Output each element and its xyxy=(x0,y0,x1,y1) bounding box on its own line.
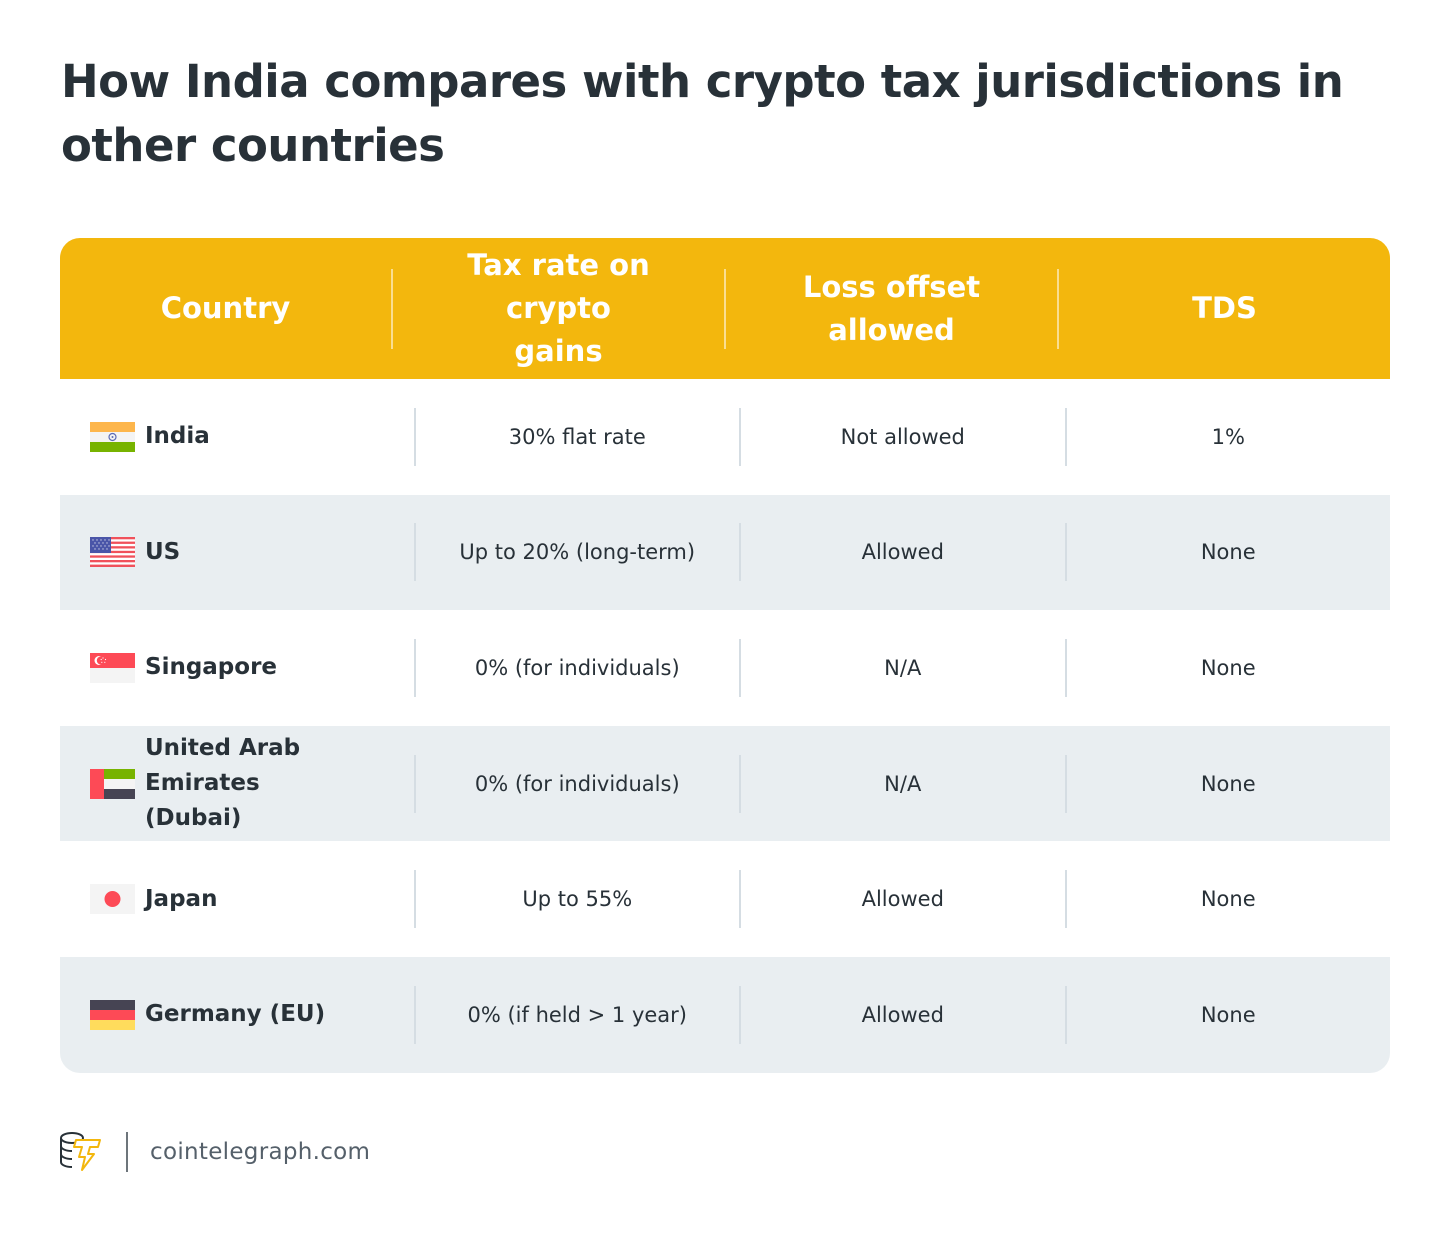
country-cell: Germany (EU) xyxy=(60,986,414,1044)
cointelegraph-logo-icon xyxy=(60,1132,101,1171)
loss-offset-cell: Allowed xyxy=(739,523,1065,582)
header-tax-rate: Tax rate on crypto gains xyxy=(391,248,724,368)
country-cell: United Arab Emirates (Dubai) xyxy=(60,735,414,831)
table-row: United Arab Emirates (Dubai) 0% (for ind… xyxy=(60,725,1391,842)
country-name: India xyxy=(145,423,210,450)
table-row: Japan Up to 55% Allowed None xyxy=(60,841,1390,957)
country-name: Germany (EU) xyxy=(145,1001,326,1028)
tax-rate-cell: Up to 55% xyxy=(413,870,740,929)
japan-flag-icon xyxy=(90,884,135,915)
country-name: United Arab Emirates (Dubai) xyxy=(145,735,301,832)
table-header: Country Tax rate on crypto gains Loss of… xyxy=(60,238,1390,379)
page-title: How India compares with crypto tax juris… xyxy=(61,55,1344,172)
footer: cointelegraph.com xyxy=(58,1130,370,1174)
uae-flag-icon xyxy=(90,768,135,799)
loss-offset-cell: N/A xyxy=(739,638,1065,697)
table-row: Singapore 0% (for individuals) N/A None xyxy=(60,610,1390,726)
country-cell: Singapore xyxy=(60,639,414,697)
country-cell: Japan xyxy=(60,870,414,928)
country-name: Japan xyxy=(145,885,218,912)
header-country: Country xyxy=(160,291,291,325)
tds-cell: None xyxy=(1064,870,1391,929)
country-name: US xyxy=(145,538,181,565)
india-flag-icon xyxy=(90,421,135,452)
table-row: Germany (EU) 0% (if held > 1 year) Allow… xyxy=(60,956,1391,1073)
loss-offset-cell: N/A xyxy=(739,754,1065,813)
table-row: India 30% flat rate Not allowed 1% xyxy=(60,379,1390,495)
us-flag-icon xyxy=(90,537,135,568)
tax-rate-cell: 30% flat rate xyxy=(413,407,740,466)
tds-cell: None xyxy=(1064,638,1391,697)
loss-offset-cell: Allowed xyxy=(739,985,1065,1044)
site-name: cointelegraph.com xyxy=(150,1139,371,1165)
country-name: Singapore xyxy=(145,654,278,681)
tds-cell: None xyxy=(1064,985,1391,1044)
tds-cell: None xyxy=(1064,754,1391,813)
tax-rate-cell: Up to 20% (long-term) xyxy=(413,523,740,582)
header-tds: TDS xyxy=(1057,268,1390,349)
tds-cell: 1% xyxy=(1064,407,1391,466)
country-cell: India xyxy=(60,408,414,466)
tax-rate-cell: 0% (for individuals) xyxy=(413,638,740,697)
header-loss-offset: Loss offset allowed xyxy=(724,268,1057,349)
tax-rate-cell: 0% (for individuals) xyxy=(413,754,740,813)
country-cell: US xyxy=(60,523,414,581)
loss-offset-cell: Allowed xyxy=(739,870,1065,929)
tax-rate-cell: 0% (if held > 1 year) xyxy=(413,985,740,1044)
germany-flag-icon xyxy=(90,999,135,1030)
loss-offset-cell: Not allowed xyxy=(739,407,1065,466)
tds-cell: None xyxy=(1064,523,1391,582)
comparison-table: Country Tax rate on crypto gains Loss of… xyxy=(60,238,1390,1073)
singapore-flag-icon xyxy=(90,652,135,683)
footer-divider xyxy=(126,1132,128,1172)
table-row: US Up to 20% (long-term) Allowed None xyxy=(60,494,1391,611)
